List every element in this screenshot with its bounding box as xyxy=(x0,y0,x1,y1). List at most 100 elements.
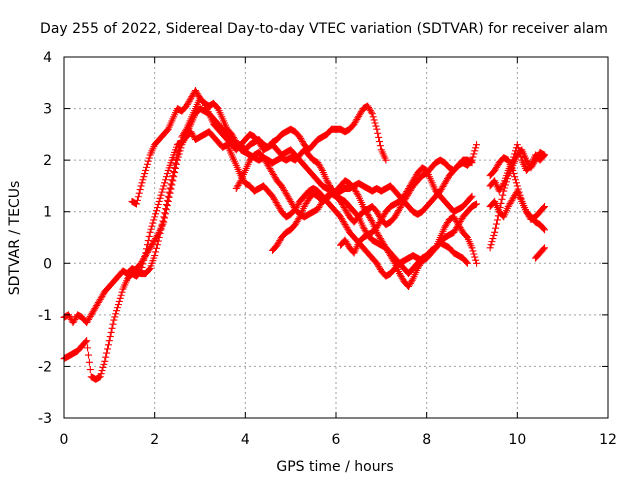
data-point xyxy=(390,258,398,266)
x-tick-label: 10 xyxy=(508,432,526,448)
series-9 xyxy=(486,141,549,195)
y-tick-label: -1 xyxy=(38,308,52,324)
data-point xyxy=(161,214,169,222)
data-point xyxy=(498,195,506,203)
data-point xyxy=(83,337,91,345)
data-point xyxy=(175,150,183,158)
data-point xyxy=(512,176,520,184)
data-point xyxy=(492,220,500,228)
series-6 xyxy=(269,177,481,290)
data-point xyxy=(177,144,185,152)
data-point xyxy=(167,185,175,193)
y-tick-label: -3 xyxy=(38,411,52,427)
data-point xyxy=(372,122,380,130)
data-point xyxy=(541,244,549,252)
data-point xyxy=(113,307,121,315)
data-point xyxy=(104,341,112,349)
data-point xyxy=(166,189,174,197)
data-point xyxy=(151,252,159,260)
data-point xyxy=(101,357,109,365)
data-points xyxy=(60,87,549,383)
data-point xyxy=(374,129,382,137)
series-7 xyxy=(337,164,476,257)
data-point xyxy=(148,222,156,230)
x-tick-label: 4 xyxy=(241,432,250,448)
data-point xyxy=(143,163,151,171)
axis-ticks xyxy=(63,56,609,419)
data-point xyxy=(118,288,126,296)
data-point xyxy=(171,169,179,177)
data-point xyxy=(154,230,162,238)
data-point xyxy=(150,216,158,224)
data-point xyxy=(155,197,163,205)
data-point xyxy=(491,228,499,236)
data-point xyxy=(162,210,170,218)
data-point xyxy=(540,152,548,160)
data-point xyxy=(144,157,152,165)
data-point xyxy=(146,228,154,236)
data-point xyxy=(145,154,153,162)
data-point xyxy=(467,193,475,201)
data-point xyxy=(110,316,118,324)
data-point xyxy=(103,349,111,357)
data-point xyxy=(105,337,113,345)
data-point xyxy=(541,203,549,211)
data-point xyxy=(370,116,378,124)
data-point xyxy=(489,235,497,243)
data-point xyxy=(97,370,105,378)
data-point xyxy=(136,186,144,194)
data-point xyxy=(540,245,548,253)
data-point xyxy=(471,253,479,261)
x-tick-labels: 0 2 4 6 8 10 12 xyxy=(60,432,617,448)
data-point xyxy=(172,160,180,168)
data-point xyxy=(541,226,549,234)
data-point xyxy=(486,244,494,252)
data-point xyxy=(367,108,375,116)
data-point xyxy=(154,200,162,208)
data-point xyxy=(152,244,160,252)
data-point xyxy=(168,181,176,189)
data-point xyxy=(236,178,244,186)
y-tick-label: -2 xyxy=(38,359,52,375)
data-point xyxy=(488,238,496,246)
data-point xyxy=(499,181,507,189)
data-point xyxy=(472,144,480,152)
data-point xyxy=(173,156,181,164)
data-point xyxy=(82,338,90,346)
data-point xyxy=(473,259,481,267)
data-point xyxy=(138,179,146,187)
data-point xyxy=(157,191,165,199)
data-point xyxy=(133,200,141,208)
data-point xyxy=(514,144,522,152)
data-point xyxy=(145,265,153,273)
data-point xyxy=(541,151,549,159)
data-point xyxy=(99,363,107,371)
data-point xyxy=(140,173,148,181)
data-point xyxy=(371,119,379,127)
data-point xyxy=(373,125,381,133)
y-tick-label: 1 xyxy=(43,205,52,221)
data-point xyxy=(152,248,160,256)
data-point xyxy=(135,189,143,197)
data-point xyxy=(114,301,122,309)
data-point xyxy=(463,258,471,266)
data-point xyxy=(143,160,151,168)
data-point xyxy=(540,225,548,233)
data-point xyxy=(163,170,171,178)
data-point xyxy=(152,210,160,218)
data-point xyxy=(499,191,507,199)
data-point xyxy=(490,231,498,239)
data-point xyxy=(115,297,123,305)
x-tick-label: 0 xyxy=(60,432,69,448)
data-point xyxy=(160,218,168,226)
data-point xyxy=(142,166,150,174)
data-point xyxy=(149,219,157,227)
data-point xyxy=(517,153,525,161)
data-point xyxy=(116,294,124,302)
x-tick-label: 6 xyxy=(332,432,341,448)
grid-lines xyxy=(64,57,608,418)
y-tick-label: 2 xyxy=(43,153,52,169)
data-point xyxy=(473,200,481,208)
data-point xyxy=(163,202,171,210)
